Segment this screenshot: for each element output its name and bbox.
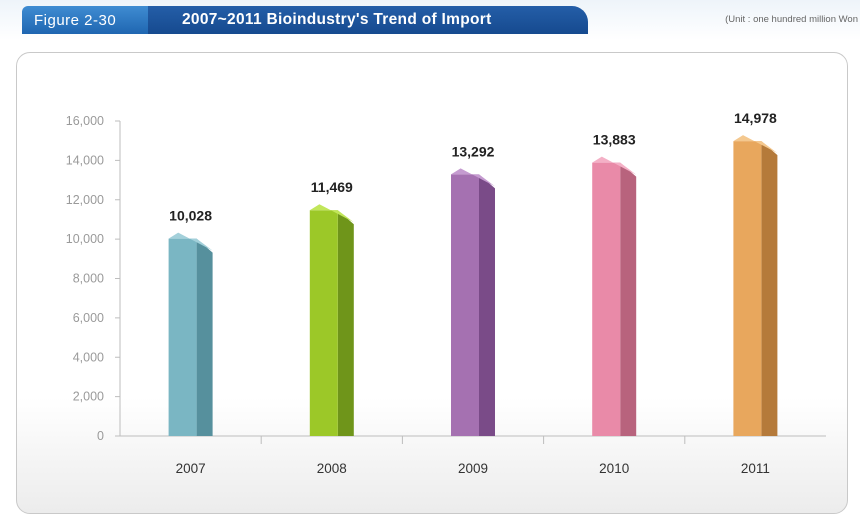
y-tick-label: 0 xyxy=(97,429,104,443)
value-label: 10,028 xyxy=(169,208,212,224)
y-tick-label: 4,000 xyxy=(73,350,104,364)
bar-side-face xyxy=(479,174,495,436)
bar-side-face xyxy=(620,162,637,436)
x-tick-label: 2011 xyxy=(741,461,770,476)
bar-2011 xyxy=(733,135,778,437)
bar-front-face xyxy=(733,141,762,437)
bar-2010 xyxy=(592,156,637,436)
bar-front-face xyxy=(168,238,197,436)
title-tab: 2007~2011 Bioindustry's Trend of Import xyxy=(148,6,588,34)
unit-note: (Unit : one hundred million Won xyxy=(725,14,858,25)
figure-header: Figure 2-30 2007~2011 Bioindustry's Tren… xyxy=(0,0,860,40)
figure-number-tab: Figure 2-30 xyxy=(22,6,152,34)
bar-front-face xyxy=(309,210,338,436)
bar-front-face xyxy=(592,162,621,436)
value-label: 14,978 xyxy=(734,110,777,126)
y-tick-label: 16,000 xyxy=(66,114,104,128)
y-tick-label: 12,000 xyxy=(66,193,104,207)
y-tick-label: 10,000 xyxy=(66,232,104,246)
bar-series: 10,028 2007 11,469 2008 13,292 2009 13,883 2010… xyxy=(168,110,778,476)
chart-panel xyxy=(16,52,848,514)
value-label: 11,469 xyxy=(311,179,353,195)
x-tick-label: 2010 xyxy=(599,461,629,476)
y-tick-label: 6,000 xyxy=(73,311,104,325)
y-tick-label: 2,000 xyxy=(73,390,104,404)
bar-side-face xyxy=(337,210,354,436)
bar-side-face xyxy=(761,141,778,437)
figure-number: Figure 2-30 xyxy=(34,12,117,29)
bar-2007 xyxy=(168,232,213,436)
bar-top-face xyxy=(592,156,637,175)
chart-title: 2007~2011 Bioindustry's Trend of Import xyxy=(182,11,492,28)
bar-front-face xyxy=(451,174,479,436)
x-tick-label: 2009 xyxy=(458,461,488,476)
bar-side-face xyxy=(196,238,213,436)
x-tick-label: 2007 xyxy=(176,461,206,476)
y-tick-label: 8,000 xyxy=(73,272,104,286)
bar-2009 xyxy=(451,168,495,436)
value-label: 13,883 xyxy=(593,132,636,148)
value-label: 13,292 xyxy=(452,143,495,159)
x-tick-label: 2008 xyxy=(317,461,347,476)
bar-top-face xyxy=(309,204,354,223)
bar-top-face xyxy=(451,168,495,187)
bar-top-face xyxy=(168,232,213,251)
bar-top-face xyxy=(733,135,778,154)
bar-2008 xyxy=(309,204,354,436)
chart-axes: 0 2,000 4,000 6,000 8,000 10,000 12,000 14,000 1… xyxy=(66,114,826,444)
y-tick-label: 14,000 xyxy=(66,153,104,167)
